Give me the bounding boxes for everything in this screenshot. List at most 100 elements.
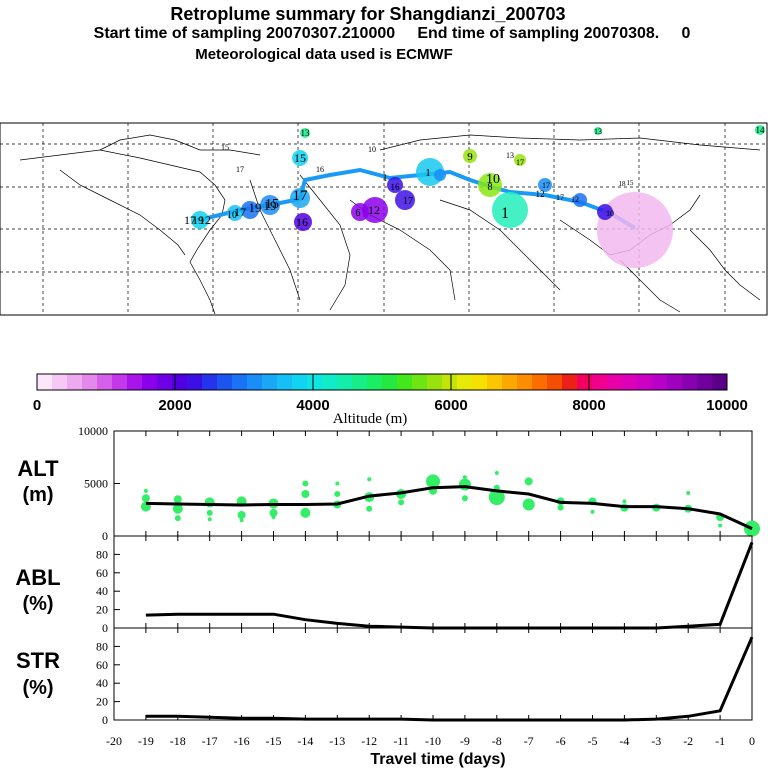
colorbar-cell (697, 374, 713, 390)
colorbar-cell (142, 374, 158, 390)
series-line (145, 636, 754, 722)
data-point (367, 477, 372, 482)
plume-cluster (191, 211, 209, 229)
colorbar-cell (82, 374, 98, 390)
colorbar-cell (172, 374, 188, 390)
x-tick-label: 0 (749, 734, 755, 748)
plume-label: 16 (316, 165, 324, 174)
colorbar-cell (427, 374, 443, 390)
sampling-time: Start time of sampling 20070307.210000 E… (93, 25, 691, 42)
colorbar-cell (217, 374, 233, 390)
time-series-panels: 0 5000 10000 ALT (m) 0 20 40 60 80 ABL (%) 0 20 40 60 80… (15, 424, 760, 768)
colorbar-cell (127, 374, 143, 390)
x-tick-label: -8 (492, 734, 502, 748)
plume-cluster (463, 149, 477, 163)
data-point (207, 517, 212, 522)
data-point (237, 511, 246, 519)
data-point (686, 490, 691, 495)
data-point (301, 490, 310, 498)
y-tick-label: 20 (96, 695, 108, 709)
x-tick-label: -16 (234, 734, 250, 748)
plume-label: 12 (571, 195, 579, 204)
colorbar-cell (307, 374, 323, 390)
colorbar-cell (292, 374, 308, 390)
chart-title: Retroplume summary for Shangdianzi_20070… (170, 4, 566, 24)
plume-label: 10 (486, 172, 500, 187)
plume-cluster (300, 128, 310, 138)
data-point (398, 499, 405, 506)
x-tick-label: -19 (138, 734, 154, 748)
y-tick-label: 20 (96, 603, 108, 617)
y-tick-label: 5000 (84, 477, 108, 491)
plume-label: 19 (192, 213, 204, 227)
plume-cluster (538, 178, 552, 192)
plume-label: 18 (619, 180, 627, 188)
data-point (173, 495, 182, 504)
panel-yunit: (%) (22, 593, 53, 615)
plume-label: 1 (383, 173, 388, 184)
y-tick-label: 60 (96, 658, 108, 672)
data-point (302, 480, 309, 487)
data-point (557, 504, 564, 511)
colorbar-cell (247, 374, 263, 390)
colorbar-cell (637, 374, 653, 390)
data-point (426, 474, 440, 489)
plume-cluster (351, 203, 369, 221)
data-point (206, 509, 213, 516)
y-tick-label: 0 (102, 713, 108, 727)
plume-label: 1 (501, 205, 509, 222)
colorbar-tick-label: 0 (33, 397, 41, 414)
data-point (300, 507, 311, 518)
plume-label: 12 (368, 203, 380, 217)
plume-label: 12 (199, 213, 211, 227)
data-point (522, 498, 535, 511)
colorbar-cell (322, 374, 338, 390)
data-point (143, 488, 148, 493)
plume-label: 17 (542, 181, 550, 190)
colorbar-cell (157, 374, 173, 390)
colorbar-cell (652, 374, 668, 390)
colorbar-cell (397, 374, 413, 390)
plume-cluster (434, 169, 446, 181)
x-tick-label: -11 (393, 734, 409, 748)
data-point (366, 505, 373, 512)
plume-cluster (395, 190, 415, 210)
x-tick-label: -4 (619, 734, 629, 748)
colorbar-cell (517, 374, 533, 390)
x-tick-label: -5 (588, 734, 598, 748)
colorbar-cell (277, 374, 293, 390)
colorbar-tick-label: 6000 (434, 397, 467, 414)
colorbar-cell (352, 374, 368, 390)
plume-label: 16 (391, 182, 401, 192)
plume-cluster (294, 213, 312, 231)
plume-label: 8 (488, 182, 493, 193)
met-data-note: Meteorological data used is ECMWF (195, 46, 453, 63)
x-axis-label: Travel time (days) (370, 751, 505, 768)
colorbar-cell (382, 374, 398, 390)
data-point (494, 471, 499, 475)
plume-label: 17 (184, 213, 196, 227)
colorbar-cell (607, 374, 623, 390)
plume-label: 15 (294, 151, 306, 165)
plume-label: 19 (264, 198, 277, 213)
colorbar-title: Altitude (m) (333, 411, 408, 427)
plume-clusters (191, 125, 765, 268)
colorbar-cell (37, 374, 53, 390)
plume-cluster (290, 188, 310, 208)
colorbar-cell (187, 374, 203, 390)
data-point (239, 518, 244, 523)
x-tick-label: -12 (361, 734, 377, 748)
colorbar-cell (67, 374, 83, 390)
plume-cluster (292, 150, 308, 166)
data-point (269, 508, 278, 517)
colorbar-cell (487, 374, 503, 390)
plume-label: 6 (356, 208, 361, 219)
x-tick-label: -2 (683, 734, 693, 748)
panel-abl: 0 20 40 60 80 ABL (%) (15, 535, 754, 635)
plume-label: 13 (506, 151, 514, 160)
x-tick-label: -18 (170, 734, 186, 748)
data-point (271, 515, 276, 520)
x-tick-label: -7 (524, 734, 534, 748)
